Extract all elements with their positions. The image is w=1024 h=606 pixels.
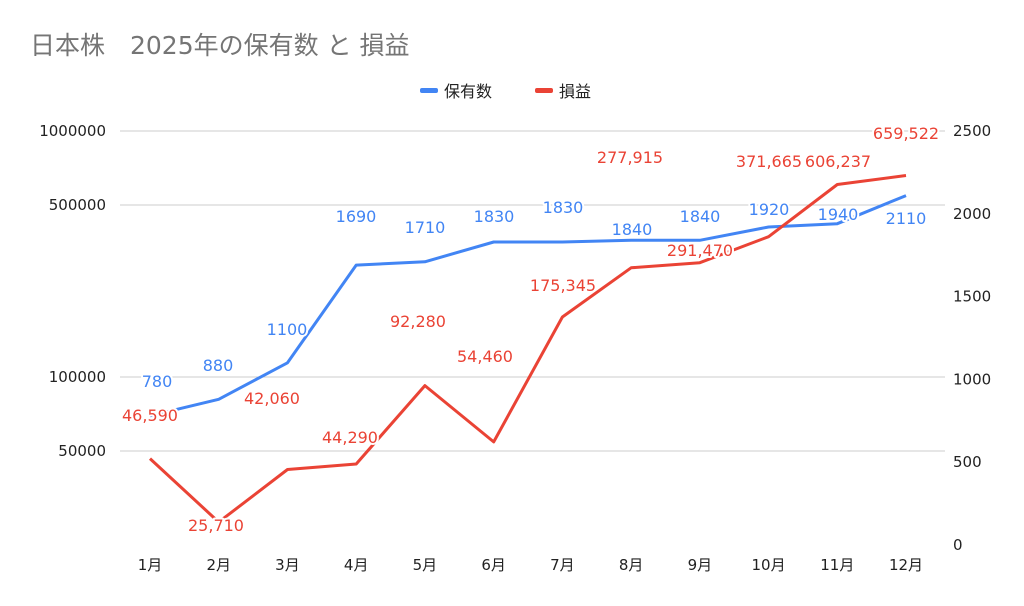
x-tick-label: 8月: [619, 556, 644, 574]
data-label: 2110: [886, 209, 927, 228]
x-tick-label: 12月: [889, 556, 923, 574]
legend-swatch: [535, 88, 553, 93]
x-tick-label: 6月: [481, 556, 506, 574]
data-label: 44,290: [322, 428, 378, 447]
left-tick-label: 1000000: [39, 122, 106, 140]
data-label: 277,915: [597, 148, 663, 167]
data-label: 291,470: [667, 241, 733, 260]
data-label: 1940: [818, 205, 859, 224]
data-label: 54,460: [457, 347, 513, 366]
data-label: 46,590: [122, 406, 178, 425]
data-label: 1920: [749, 200, 790, 219]
right-tick-label: 0: [953, 536, 963, 554]
left-tick-label: 100000: [49, 368, 106, 386]
left-tick-label: 500000: [49, 196, 106, 214]
right-tick-label: 1000: [953, 370, 991, 388]
data-label: 1100: [267, 320, 308, 339]
data-label: 1830: [543, 198, 584, 217]
x-tick-label: 1月: [138, 556, 163, 574]
data-label: 659,522: [873, 124, 939, 143]
data-label: 25,710: [188, 516, 244, 535]
right-tick-label: 1500: [953, 288, 991, 306]
data-label: 42,060: [244, 389, 300, 408]
series-line-損益: [148, 174, 907, 524]
data-label: 92,280: [390, 312, 446, 331]
data-label: 371,665: [736, 152, 802, 171]
x-tick-label: 9月: [688, 556, 713, 574]
legend-swatch: [420, 88, 438, 93]
data-label: 606,237: [805, 152, 871, 171]
x-tick-label: 10月: [752, 556, 786, 574]
x-tick-label: 4月: [344, 556, 369, 574]
data-label: 1840: [680, 207, 721, 226]
legend-label: 損益: [559, 82, 591, 101]
x-tick-label: 2月: [206, 556, 231, 574]
right-tick-label: 2000: [953, 205, 991, 223]
x-tick-label: 5月: [413, 556, 438, 574]
x-tick-label: 3月: [275, 556, 300, 574]
left-tick-label: 50000: [58, 442, 106, 460]
data-label: 175,345: [530, 276, 596, 295]
data-label: 880: [203, 356, 234, 375]
chart-title: 日本株 2025年の保有数 と 損益: [30, 31, 410, 60]
data-label: 1840: [612, 220, 653, 239]
data-label: 1710: [405, 218, 446, 237]
legend-label: 保有数: [444, 82, 492, 101]
right-tick-label: 2500: [953, 122, 991, 140]
data-label: 1830: [474, 207, 515, 226]
data-label: 1690: [336, 207, 377, 226]
right-tick-label: 500: [953, 453, 982, 471]
x-tick-label: 7月: [550, 556, 575, 574]
data-label: 780: [142, 372, 173, 391]
x-tick-label: 11月: [820, 556, 854, 574]
series-line-保有数: [149, 194, 907, 418]
